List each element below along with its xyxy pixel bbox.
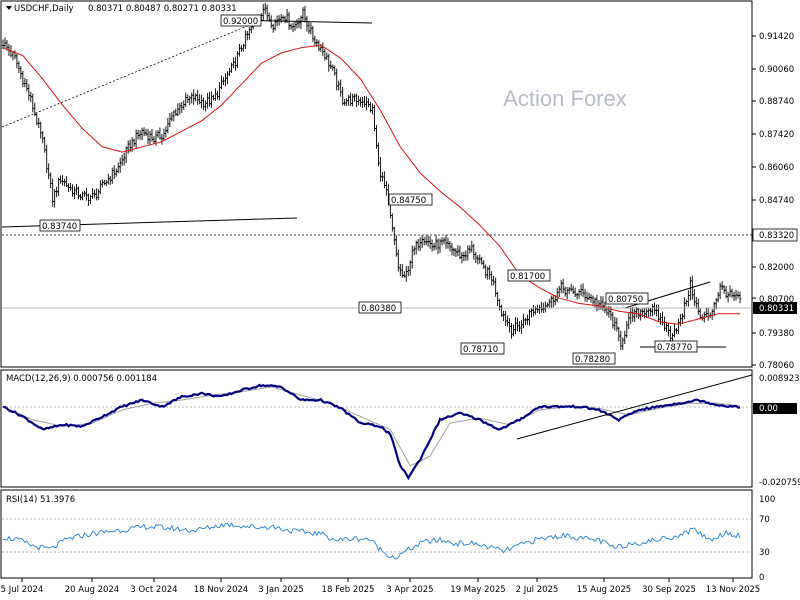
time-tick-label: 5 Jul 2024 xyxy=(1,585,44,595)
price-tick-label: 0.84740 xyxy=(759,196,794,206)
annotations: 0.92000 0.83740 0.84750 0.80380 0.81700 … xyxy=(39,14,698,365)
macd-axis: 0.008923 0.00 0.00 -0.020759 xyxy=(753,374,800,488)
price-bars xyxy=(1,2,742,350)
dropdown-arrow-icon[interactable] xyxy=(6,6,12,10)
price-tick-label: 0.88740 xyxy=(759,97,794,107)
macd-current-label: 0.00 xyxy=(759,404,778,414)
time-tick-label: 3 Apr 2025 xyxy=(386,585,433,595)
time-tick-label: 18 Nov 2024 xyxy=(194,585,248,595)
time-tick-label: 19 May 2025 xyxy=(450,585,505,595)
price-tick-label: 0.90060 xyxy=(759,65,794,75)
annotation-label: 0.78280 xyxy=(575,355,610,365)
price-panel[interactable]: Action Forex USDCHF,Daily 0.80371 0.8048… xyxy=(0,0,798,371)
watermark: Action Forex xyxy=(503,86,627,111)
time-axis: 5 Jul 2024 20 Aug 2024 3 Oct 2024 18 Nov 20… xyxy=(1,578,760,595)
annotation-label: 0.78770 xyxy=(657,343,692,353)
horizontal-level-label: 0.83320 xyxy=(759,231,794,241)
annotation-label: 0.84750 xyxy=(391,196,426,206)
rsi-tick-label: 70 xyxy=(759,515,770,525)
chart-header-ohlc: 0.80371 0.80487 0.80271 0.80331 xyxy=(88,4,237,14)
time-tick-label: 15 Aug 2025 xyxy=(577,585,631,595)
rsi-tick-label: 0 xyxy=(759,573,764,583)
macd-title: MACD(12,26,9) 0.000756 0.001184 xyxy=(6,374,157,384)
time-tick-label: 3 Oct 2024 xyxy=(130,585,177,595)
time-tick-label: 3 Jan 2025 xyxy=(258,585,304,595)
current-price-label: 0.80331 xyxy=(759,304,794,314)
annotation-label: 0.80380 xyxy=(361,304,396,314)
annotation-label: 0.78710 xyxy=(463,345,498,355)
price-tick-label: 0.82000 xyxy=(759,263,794,273)
macd-trendline xyxy=(516,374,753,440)
price-tick-label: 0.80700 xyxy=(759,295,794,305)
macd-signal-line xyxy=(2,386,741,467)
price-tick-label: 0.87420 xyxy=(759,130,794,140)
rsi-tick-label: 30 xyxy=(759,548,770,558)
time-tick-label: 18 Feb 2025 xyxy=(322,585,375,595)
moving-average-line xyxy=(2,44,740,325)
macd-tick-label: -0.020759 xyxy=(759,478,800,488)
annotation-label: 0.80750 xyxy=(608,295,643,305)
rsi-panel-frame xyxy=(0,489,753,579)
rsi-axis: 100 70 30 0 xyxy=(759,495,775,583)
annotation-label: 0.81700 xyxy=(510,272,545,282)
price-panel-frame xyxy=(0,0,753,368)
annotation-label: 0.83740 xyxy=(42,222,77,232)
time-tick-label: 2 Jul 2025 xyxy=(516,585,559,595)
rsi-panel[interactable]: RSI(14) 51.3976 100 70 30 0 xyxy=(0,489,775,583)
price-tick-label: 0.79380 xyxy=(759,329,794,339)
macd-line xyxy=(2,383,741,481)
rsi-title: RSI(14) 51.3976 xyxy=(6,495,75,505)
price-bar xyxy=(738,292,742,304)
macd-panel-frame xyxy=(0,369,753,488)
macd-tick-label: 0.008923 xyxy=(759,374,800,384)
price-tick-label: 0.86060 xyxy=(759,163,794,173)
price-axis: 0.91420 0.90060 0.88740 0.87420 0.86060 … xyxy=(752,32,798,371)
time-tick-label: 13 Nov 2025 xyxy=(706,585,760,595)
macd-panel[interactable]: MACD(12,26,9) 0.000756 0.001184 0.008923… xyxy=(0,369,800,488)
time-tick-label: 30 Sep 2025 xyxy=(642,585,696,595)
price-tick-label: 0.91420 xyxy=(759,32,794,42)
chart-header-symbol: USDCHF,Daily xyxy=(14,4,74,14)
annotation-label: 0.92000 xyxy=(223,17,258,27)
price-tick-label: 0.78060 xyxy=(759,361,794,371)
rsi-line xyxy=(2,522,741,560)
rsi-tick-label: 100 xyxy=(759,495,775,505)
time-tick-label: 20 Aug 2024 xyxy=(65,585,119,595)
